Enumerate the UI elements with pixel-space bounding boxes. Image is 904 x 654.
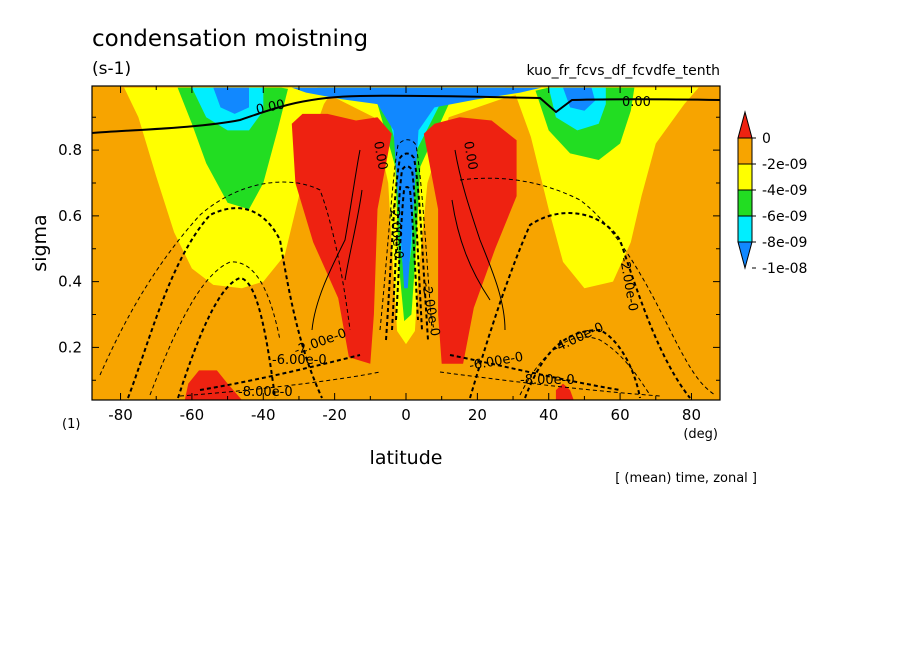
contour-label: -8.00e-0 (238, 385, 293, 400)
colorbar-cap-bottom (737, 241, 753, 270)
contour-surface-2 (179, 371, 661, 397)
contour-label: 0.00 (370, 140, 390, 171)
footnote: [ (mean) time, zonal ] (615, 471, 757, 486)
x-tick-label: 20 (468, 406, 487, 424)
region-left-green (177, 87, 289, 210)
contour-left-yellow (127, 207, 323, 399)
region-equatorial-blue (291, 87, 542, 289)
contour-left-mid (149, 261, 281, 396)
colorbar-swatch (737, 163, 753, 191)
contour-label: -2.00e-0 (386, 204, 406, 260)
region-top-left-positive (184, 370, 242, 400)
colorbar-label: 0 (762, 131, 771, 147)
contour-label: 0.00 (255, 97, 286, 118)
contour-lines (92, 94, 720, 399)
region-left-blue (213, 87, 249, 114)
x-tick-label: 60 (611, 406, 630, 424)
colorbar-label: -4e-09 (762, 183, 807, 199)
contour-eq-1 (385, 152, 429, 341)
contour-right-mid (519, 336, 651, 396)
contour-label: -8.00e-0 (520, 373, 575, 388)
y-axis: 0.2 0.4 0.6 0.8 (58, 116, 720, 381)
contour-red-left-inner (311, 149, 363, 331)
region-right-positive (423, 117, 517, 364)
contour-label: 0.00 (460, 140, 480, 171)
y-tick-label: 0.2 (58, 338, 82, 356)
colorbar-label: -8e-09 (762, 235, 807, 251)
colorbar-cap-top (737, 110, 753, 139)
contour-right-yellow (469, 212, 691, 399)
experiment-label: kuo_fr_fcvs_df_fcvdfe_tenth (527, 63, 721, 79)
contour-eq-3 (395, 186, 419, 321)
plot-area: 0.00 0.00 0.00 0.00 -2.00e-0 -2.00e-0 -2… (91, 85, 721, 401)
x-tick-label: -60 (180, 406, 205, 424)
y-tick-label: 0.8 (58, 141, 82, 159)
contour-eq-outer (379, 139, 433, 331)
x-tick-label: 80 (682, 406, 701, 424)
colorbar-swatch (737, 215, 753, 243)
contour-surface-1 (199, 354, 621, 391)
x-tick-label: -40 (251, 406, 276, 424)
x-axis-title: latitude (370, 447, 443, 469)
contour-left-outer (99, 181, 351, 376)
y-tick-label: 0.6 (58, 207, 82, 225)
region-equatorial-green (316, 87, 513, 322)
x-axis: -80 -60 -40 -20 0 20 40 60 80 (108, 86, 701, 424)
x-units-label: (deg) (683, 427, 718, 442)
colorbar-swatch (737, 137, 753, 165)
contour-label: -6.00e-0 (272, 353, 327, 368)
units-label: (s-1) (92, 59, 131, 79)
x-tick-label: 0 (401, 406, 411, 424)
contour-left-green (177, 276, 276, 399)
contour-fills (124, 87, 699, 400)
panel-label: (1) (62, 417, 80, 432)
colorbar-swatch (737, 189, 753, 217)
zero-contour-top (92, 94, 720, 134)
contour-label: 0.00 (622, 95, 651, 110)
contour-eq-2 (391, 165, 423, 331)
colorbar-label: -6e-09 (762, 209, 807, 225)
region-top-right-positive (555, 383, 574, 400)
x-tick-label: 40 (539, 406, 558, 424)
contour-right-green (524, 328, 641, 399)
colorbar-label: -2e-09 (762, 157, 807, 173)
region-left-positive (291, 113, 392, 364)
y-tick-label: 0.4 (58, 273, 82, 291)
chart-title: condensation moistning (92, 26, 368, 52)
colorbar: 0 -2e-09 -4e-09 -6e-09 -8e-09 -1e-08 (737, 110, 807, 277)
colorbar-label: -1e-08 (762, 261, 807, 277)
x-tick-label: -80 (108, 406, 133, 424)
x-tick-label: -20 (322, 406, 347, 424)
contour-red-right-inner (451, 149, 506, 331)
y-axis-title: sigma (29, 214, 51, 271)
